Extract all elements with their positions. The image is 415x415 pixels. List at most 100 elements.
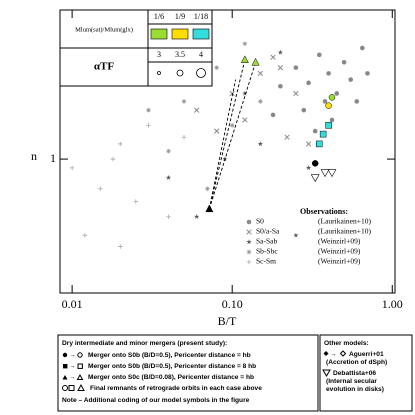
legend-reference: (Laurikainen+10)	[318, 217, 371, 226]
x-axis-label: B/T	[218, 314, 237, 328]
marker	[341, 60, 347, 65]
alpha-label: αTF	[94, 61, 114, 73]
legend-reference: (Weinzirl+09)	[318, 257, 361, 266]
marker	[365, 71, 370, 76]
marker	[327, 169, 337, 178]
marker	[194, 107, 200, 113]
marker	[118, 141, 123, 147]
marker	[293, 90, 299, 97]
legend-label: S0	[256, 217, 264, 226]
model-track	[208, 62, 257, 209]
notes-line: Merger onto S0b (B/D=0.5), Pericenter di…	[88, 352, 251, 359]
marker	[293, 232, 299, 238]
x-tick-label: 1.00	[382, 297, 403, 311]
alpha-label: 4	[199, 50, 203, 59]
ratio-label: 1/18	[194, 12, 208, 21]
marker	[310, 174, 320, 183]
svg-text:→: →	[69, 352, 76, 359]
marker	[293, 65, 299, 70]
model-track	[208, 79, 237, 209]
notes-title: Dry intermediate and minor mergers (pres…	[62, 340, 227, 347]
ratio-label: 1/6	[154, 12, 164, 21]
marker	[325, 122, 332, 129]
marker	[328, 94, 336, 101]
marker	[277, 49, 284, 55]
marker	[166, 214, 171, 220]
other-model: (Accretion of dSph)	[326, 359, 387, 366]
marker	[133, 199, 139, 204]
other-model: (Internal secular	[326, 378, 377, 385]
marker	[258, 99, 263, 104]
marker	[322, 99, 328, 104]
legend-label: Sc-Sm	[256, 257, 276, 266]
other-title: Other models:	[324, 340, 369, 347]
notes-line: Merger onto S0c (B/D=0.08), Pericenter d…	[88, 374, 254, 381]
marker	[181, 134, 187, 140]
marker	[69, 165, 75, 171]
ratio-swatch	[150, 28, 168, 40]
marker	[334, 91, 340, 96]
marker	[146, 107, 151, 113]
marker	[348, 77, 354, 82]
plot-frame	[59, 9, 396, 294]
marker	[181, 99, 187, 104]
svg-text:→: →	[330, 351, 337, 358]
marker	[242, 41, 248, 47]
marker	[312, 128, 318, 134]
marker	[305, 141, 312, 147]
marker	[257, 70, 264, 77]
marker	[246, 239, 252, 245]
marker	[326, 71, 331, 76]
y-axis-label: n	[31, 149, 37, 163]
marker	[246, 249, 252, 255]
marker	[320, 169, 330, 178]
marker	[240, 55, 249, 63]
marker	[82, 233, 88, 238]
marker	[246, 229, 252, 235]
marker	[229, 123, 235, 128]
notes-line: Final remnants of retrograde orbits in e…	[90, 385, 262, 392]
legend-reference: (Weinzirl+09)	[318, 247, 361, 256]
legend-label: Sa-Sab	[256, 237, 277, 246]
marker	[277, 65, 284, 71]
marker	[257, 141, 264, 147]
ratio-label: Mlum(sat)/Mlum(glx)	[75, 26, 133, 33]
notes-note: Note – Additional coding of our model sy…	[62, 397, 250, 404]
alpha-marker	[176, 69, 184, 77]
marker	[306, 80, 311, 86]
y-tick-label: 1	[50, 151, 56, 165]
marker	[205, 186, 210, 192]
marker	[242, 117, 248, 123]
marker	[360, 45, 365, 51]
other-model: Aguerri+01	[349, 351, 384, 358]
x-tick-label: 0.01	[62, 297, 83, 311]
other-model: Debattista+06	[333, 370, 376, 377]
marker	[325, 102, 332, 109]
marker	[354, 99, 360, 104]
ratio-swatch	[171, 28, 189, 40]
marker	[270, 112, 276, 118]
marker	[278, 83, 283, 89]
marker	[246, 259, 252, 265]
legend-reference: (Weinzirl+09)	[318, 237, 361, 246]
marker	[165, 174, 172, 180]
legend-reference: (Laurikainen+10)	[318, 227, 371, 236]
legend-label: Sb-Sbc	[256, 247, 278, 256]
marker	[270, 54, 276, 60]
marker	[284, 134, 290, 140]
marker	[316, 140, 323, 148]
marker	[251, 57, 260, 66]
marker	[110, 156, 116, 162]
key-box: Mlum(sat)/Mlum(glx) αTF	[59, 9, 213, 87]
marker	[316, 52, 322, 58]
marker	[205, 204, 214, 213]
x-tick-label: 0.10	[222, 297, 243, 311]
marker	[166, 148, 171, 154]
alpha-marker	[157, 71, 161, 75]
alpha-marker	[196, 68, 206, 78]
alpha-label: 3	[157, 50, 161, 59]
marker	[146, 123, 151, 128]
marker	[246, 219, 252, 225]
marker	[329, 117, 335, 123]
